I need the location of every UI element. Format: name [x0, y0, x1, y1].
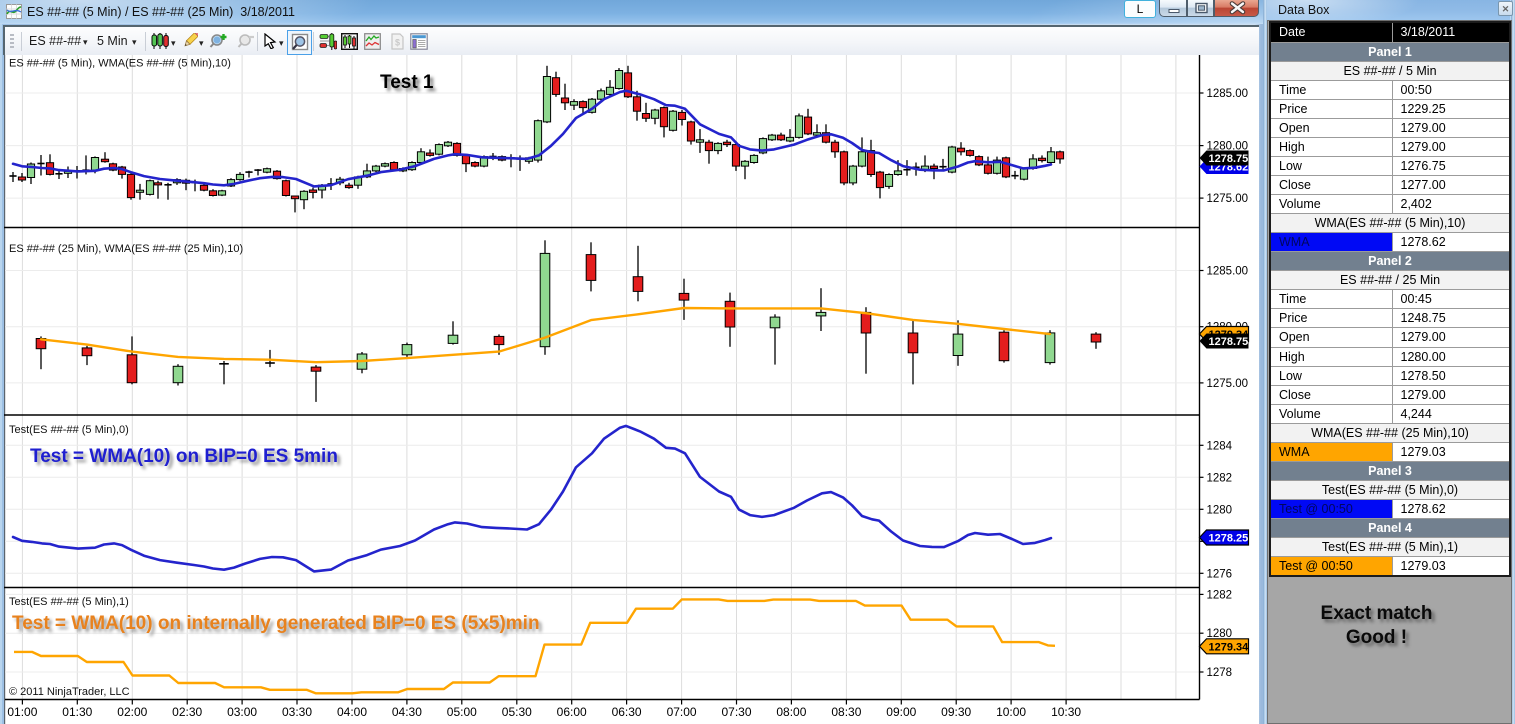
svg-text:1278.25: 1278.25 [1209, 533, 1249, 545]
svg-text:1279.34: 1279.34 [1209, 641, 1250, 653]
svg-text:02:30: 02:30 [172, 705, 202, 719]
svg-text:03:30: 03:30 [282, 705, 312, 719]
svg-text:08:00: 08:00 [776, 705, 806, 719]
svg-text:1285.00: 1285.00 [1207, 88, 1249, 100]
svg-text:1280.00: 1280.00 [1207, 141, 1249, 153]
svg-text:10:30: 10:30 [1051, 705, 1081, 719]
svg-text:10:00: 10:00 [996, 705, 1026, 719]
svg-text:1275.00: 1275.00 [1207, 378, 1249, 390]
svg-text:01:00: 01:00 [7, 705, 37, 719]
svg-text:05:30: 05:30 [502, 705, 532, 719]
svg-text:01:30: 01:30 [62, 705, 92, 719]
svg-text:03:00: 03:00 [227, 705, 257, 719]
svg-text:1275.00: 1275.00 [1207, 193, 1249, 205]
svg-text:04:00: 04:00 [337, 705, 367, 719]
svg-text:08:30: 08:30 [831, 705, 861, 719]
svg-text:ES ##-## (5 Min), WMA(ES ##-##: ES ##-## (5 Min), WMA(ES ##-## (5 Min),1… [9, 58, 231, 70]
svg-text:$: $ [395, 38, 400, 48]
svg-text:1278: 1278 [1207, 667, 1233, 679]
svg-text:© 2011 NinjaTrader, LLC: © 2011 NinjaTrader, LLC [9, 686, 130, 698]
svg-text:1284: 1284 [1207, 440, 1233, 452]
svg-text:09:30: 09:30 [941, 705, 971, 719]
svg-text:Test(ES ##-## (5 Min),0): Test(ES ##-## (5 Min),0) [9, 424, 129, 436]
svg-text:1276: 1276 [1207, 568, 1233, 580]
svg-text:06:30: 06:30 [612, 705, 642, 719]
svg-text:1282: 1282 [1207, 472, 1233, 484]
svg-text:Test(ES ##-## (5 Min),1): Test(ES ##-## (5 Min),1) [9, 596, 129, 608]
svg-text:1280: 1280 [1207, 628, 1233, 640]
svg-text:1282: 1282 [1207, 589, 1233, 601]
svg-text:07:00: 07:00 [667, 705, 697, 719]
svg-text:1285.00: 1285.00 [1207, 266, 1249, 278]
svg-text:06:00: 06:00 [557, 705, 587, 719]
svg-text:1278.75: 1278.75 [1209, 336, 1249, 348]
svg-text:1278.75: 1278.75 [1209, 153, 1249, 165]
svg-text:ES ##-## (25 Min), WMA(ES ##-#: ES ##-## (25 Min), WMA(ES ##-## (25 Min)… [9, 243, 243, 255]
svg-text:04:30: 04:30 [392, 705, 422, 719]
svg-text:02:00: 02:00 [117, 705, 147, 719]
svg-text:1280: 1280 [1207, 504, 1233, 516]
svg-text:05:00: 05:00 [447, 705, 477, 719]
svg-text:07:30: 07:30 [721, 705, 751, 719]
svg-text:09:00: 09:00 [886, 705, 916, 719]
